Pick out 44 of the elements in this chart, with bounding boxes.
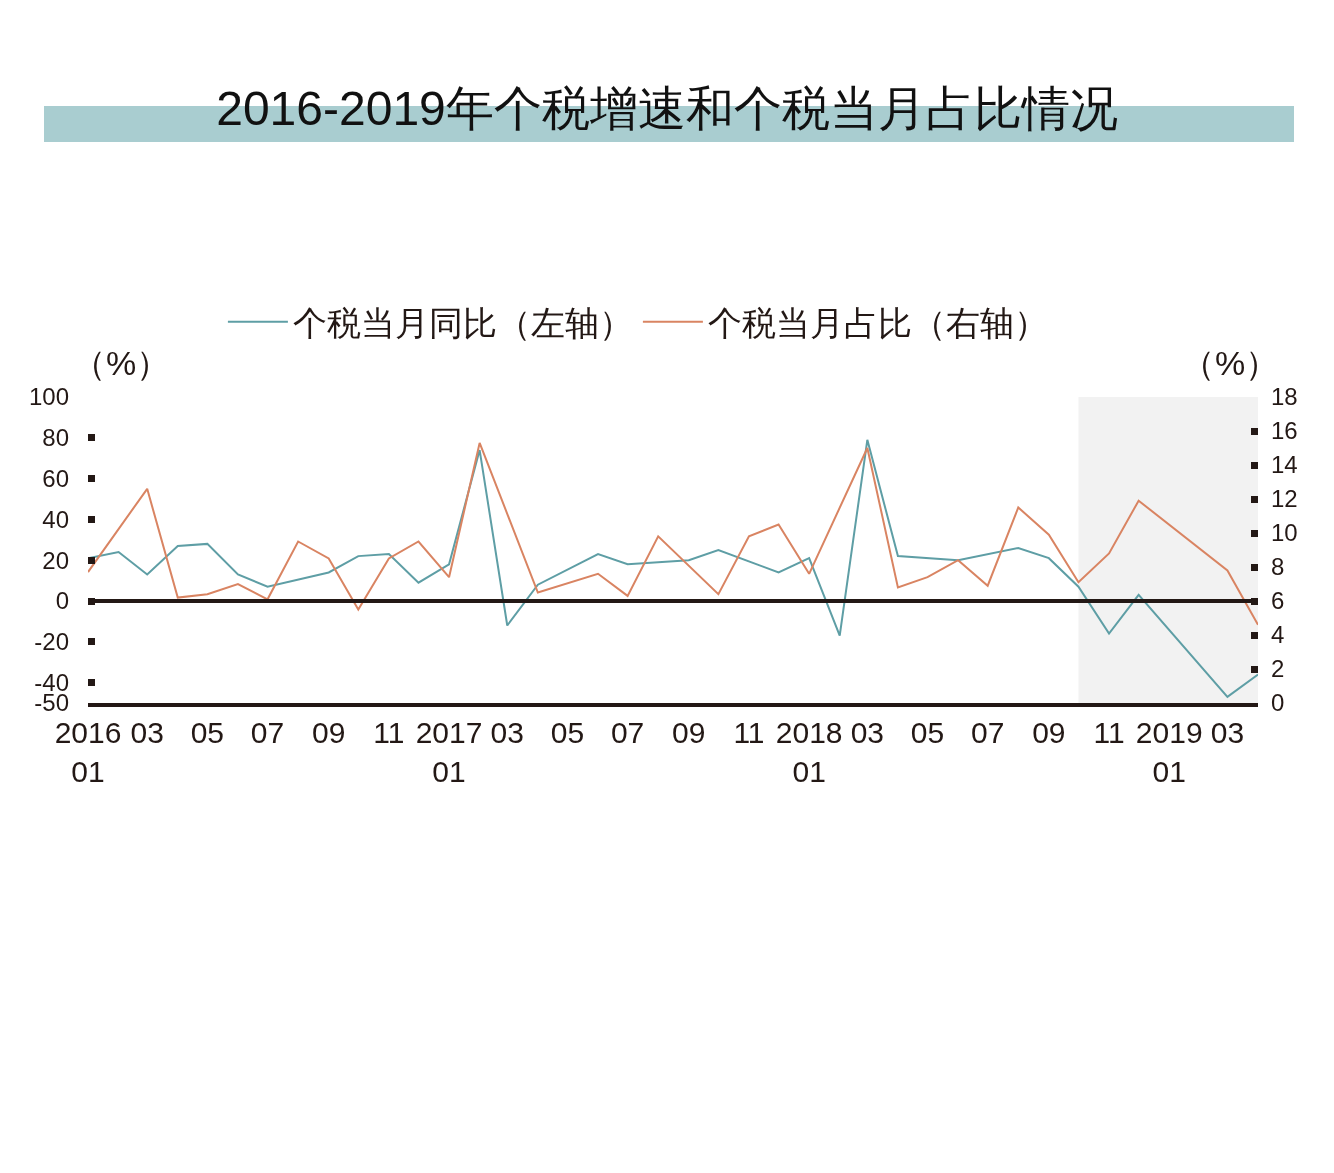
y-tick-label: -20 — [34, 628, 69, 656]
legend-label: 个税当月同比（左轴） — [292, 303, 633, 342]
y-tick-label: 0 — [55, 587, 69, 615]
x-tick-label: 03 — [490, 716, 524, 749]
x-tick-label: 05 — [190, 716, 225, 749]
x-tick-label: 09 — [1032, 716, 1066, 749]
x-tick-label: 2017 01 — [415, 716, 483, 788]
x-tick-label: 07 — [250, 716, 285, 749]
y-tick-label: 80 — [42, 424, 69, 452]
y2-tick-label: 2 — [1271, 655, 1285, 683]
y2-tick-label: 16 — [1271, 417, 1298, 445]
chart-title: 2016-2019年个税增速和个税当月占比情况 — [216, 81, 1118, 135]
line-series — [88, 438, 1258, 698]
y-tick-label: 60 — [42, 465, 69, 492]
y2-tick-label: 6 — [1271, 587, 1285, 615]
line-series — [88, 441, 1258, 626]
x-tick-label: 03 — [850, 716, 885, 749]
x-tick-label: 09 — [312, 716, 346, 749]
y2-tick-label: 0 — [1271, 689, 1285, 717]
x-tick-label: 11 — [1093, 716, 1125, 749]
y-tick-label: 40 — [42, 505, 69, 533]
y2-tick-label: 12 — [1271, 485, 1298, 513]
x-tick-label: 09 — [672, 716, 706, 749]
y2-tick-label: 8 — [1271, 553, 1285, 581]
x-tick-label: 2016 01 — [54, 716, 122, 788]
x-tick-label: 03 — [130, 716, 164, 749]
x-tick-label: 05 — [910, 716, 945, 749]
x-tick-label: 07 — [971, 716, 1005, 749]
y-axis-title: （%） — [72, 344, 171, 382]
x-tick-label: 2018 01 — [775, 716, 843, 788]
y-tick-label: 100 — [28, 383, 69, 411]
x-tick-label: 11 — [733, 716, 765, 749]
x-tick-label: 11 — [373, 716, 405, 749]
y-tick-label: 20 — [42, 546, 69, 574]
x-tick-label: 03 — [1210, 716, 1245, 749]
y2-tick-label: 10 — [1271, 519, 1298, 547]
y2-tick-label: 4 — [1271, 621, 1285, 649]
y2-tick-label: 18 — [1271, 383, 1298, 411]
y2-tick-label: 14 — [1271, 451, 1298, 479]
y2-axis-title: （%） — [1181, 344, 1280, 382]
x-tick-label: 2019 01 — [1135, 716, 1203, 788]
legend-label: 个税当月占比（右轴） — [707, 303, 1048, 342]
x-tick-label: 07 — [610, 716, 645, 749]
x-tick-label: 05 — [550, 716, 585, 749]
